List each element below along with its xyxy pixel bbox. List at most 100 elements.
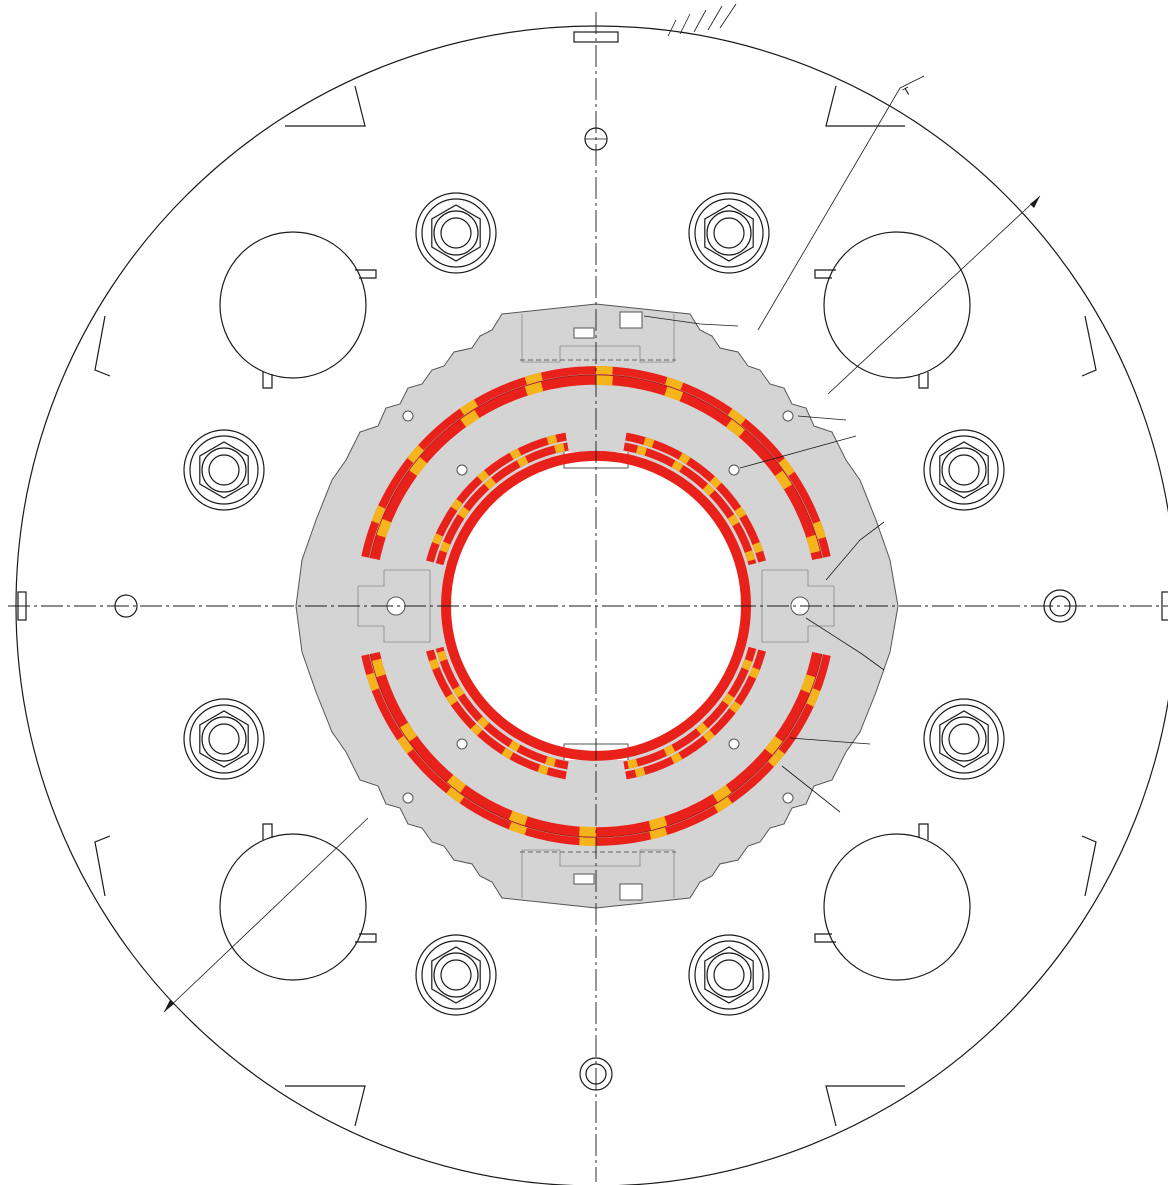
winding-segment-yellow xyxy=(579,826,597,838)
large-hole xyxy=(814,823,971,981)
winding-segment-yellow xyxy=(671,460,684,472)
bolt-head xyxy=(183,429,265,511)
winding-segment-yellow xyxy=(446,787,465,804)
connector-block xyxy=(521,314,675,363)
winding-segment-yellow xyxy=(446,774,467,793)
winding-segment-yellow xyxy=(407,445,424,463)
plate-hole xyxy=(456,738,468,750)
connector-slot xyxy=(619,311,643,329)
winding-segment-yellow xyxy=(470,723,483,736)
winding-segment-yellow xyxy=(452,685,465,698)
plate-hole xyxy=(728,738,740,750)
winding-segment-yellow xyxy=(376,518,392,538)
winding-segment-yellow xyxy=(436,650,448,662)
plate-holes xyxy=(402,410,794,804)
winding-segment-yellow xyxy=(595,366,613,375)
winding-segment-yellow xyxy=(509,448,522,460)
winding-segment-yellow xyxy=(744,550,756,562)
winding-segment-yellow xyxy=(712,784,732,803)
bolt-head xyxy=(688,192,770,274)
winding-segment-yellow xyxy=(579,837,597,846)
winding-segment-yellow xyxy=(544,756,557,767)
connector-block xyxy=(521,849,675,898)
winding-segment-yellow xyxy=(702,729,715,742)
winding-segment-yellow xyxy=(537,764,549,775)
plate-hole xyxy=(402,410,414,422)
leader-line xyxy=(805,617,885,671)
inner-winding-arc xyxy=(435,442,569,566)
winding-segment-yellow xyxy=(371,505,386,524)
winding-segment-yellow xyxy=(727,408,746,425)
winding-segment-yellow xyxy=(752,541,764,554)
winding-segment-yellow xyxy=(627,758,639,769)
winding-segment-yellow xyxy=(664,376,684,390)
winding-segment-yellow xyxy=(399,722,418,742)
winding-segment-yellow xyxy=(725,419,746,438)
winding-segment-yellow xyxy=(768,749,785,767)
winding-segment-yellow xyxy=(460,409,480,428)
winding-segment-yellow xyxy=(524,381,544,396)
winding-segment-yellow xyxy=(806,688,821,707)
winding-segment-yellow xyxy=(371,658,386,678)
winding-segment-yellow xyxy=(483,477,497,490)
bolt-heads xyxy=(183,192,1005,1016)
leader-lines: T xyxy=(163,75,1041,1013)
bolt-head xyxy=(415,934,497,1016)
leader-line xyxy=(781,765,841,813)
winding-segment-yellow xyxy=(714,796,733,813)
winding-segment-yellow xyxy=(477,716,490,729)
connector-slot xyxy=(573,873,595,885)
winding-segment-yellow xyxy=(778,458,795,477)
winding-segment-yellow xyxy=(546,434,558,445)
bolt-head xyxy=(688,934,770,1016)
winding-segment-yellow xyxy=(727,514,740,527)
winding-segment-yellow xyxy=(524,372,543,385)
flange-notch xyxy=(825,85,905,127)
leader-line xyxy=(825,521,885,581)
large-hole xyxy=(219,823,377,981)
flange-notch xyxy=(825,1085,905,1127)
winding-segment-yellow xyxy=(366,672,380,692)
bolt-head xyxy=(183,698,265,780)
flange-notch xyxy=(1081,835,1097,897)
bolt-head xyxy=(923,698,1005,780)
large-holes xyxy=(219,231,971,981)
winding-segment-yellow xyxy=(595,374,613,386)
dimension-line xyxy=(827,195,1041,395)
winding-segment-yellow xyxy=(702,483,715,496)
flange-notch xyxy=(94,315,111,377)
cooling-fins xyxy=(667,3,737,37)
winding-segment-yellow xyxy=(459,399,478,416)
large-hole xyxy=(814,231,971,389)
winding-segment-yellow xyxy=(428,658,440,671)
winding-segment-yellow xyxy=(634,767,646,778)
winding-segment-yellow xyxy=(812,520,826,540)
leader-line xyxy=(739,435,857,469)
plate-hole xyxy=(782,410,794,422)
plate-hole xyxy=(782,792,794,804)
winding-segment-yellow xyxy=(741,659,753,671)
bolt-head xyxy=(923,429,1005,511)
winding-segment-yellow xyxy=(516,455,529,468)
dimension-arrow xyxy=(164,1000,174,1012)
winding-segment-yellow xyxy=(729,700,742,714)
winding-separator xyxy=(369,374,823,559)
winding-segment-yellow xyxy=(734,506,747,519)
plate-hole xyxy=(456,464,468,476)
winding-segment-yellow xyxy=(764,735,783,756)
flange-notch xyxy=(94,835,111,897)
dimension-line xyxy=(163,817,369,1013)
large-hole xyxy=(219,231,377,389)
leader-line xyxy=(797,415,847,421)
bolt-head xyxy=(415,192,497,274)
winding-segment-yellow xyxy=(664,386,684,402)
winding-segment-yellow xyxy=(748,667,760,679)
winding-segment-yellow xyxy=(635,445,648,456)
winding-segment-yellow xyxy=(501,747,514,760)
winding-segment-yellow xyxy=(477,470,490,483)
leader-line xyxy=(643,315,739,327)
flange-notch xyxy=(285,1085,366,1127)
plate-hole xyxy=(728,464,740,476)
winding-segment-yellow xyxy=(553,443,565,454)
